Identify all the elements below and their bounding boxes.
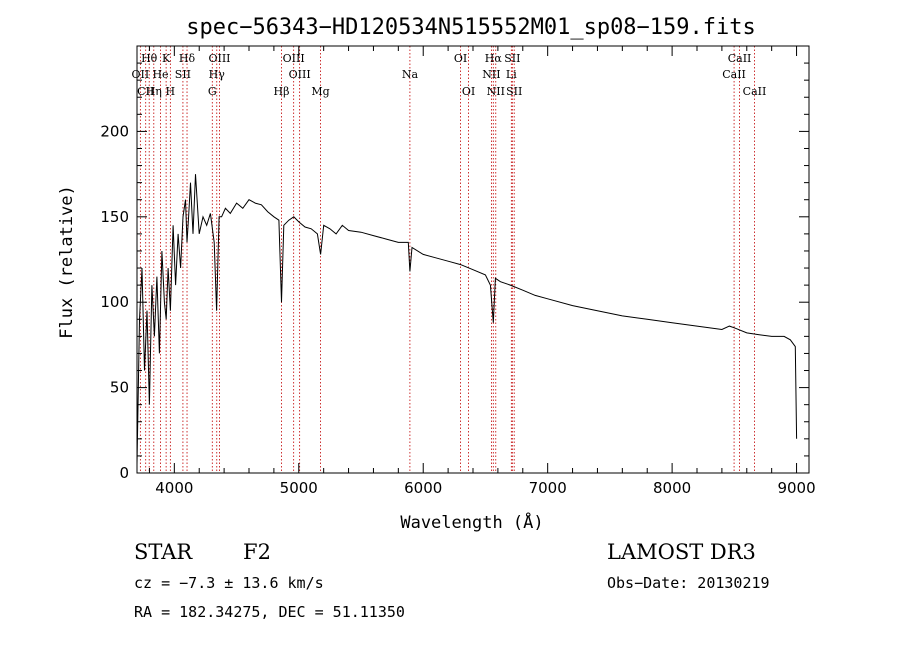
observation-date: Obs−Date: 20130219 (607, 574, 770, 592)
line-marker-label: Mg (311, 85, 329, 98)
x-tick-label: 7000 (529, 479, 567, 497)
line-marker-label: G (208, 85, 217, 98)
survey-name: LAMOST DR3 (607, 540, 756, 564)
line-marker-label: OIII (289, 68, 311, 81)
line-marker-label: Hβ (274, 85, 290, 98)
line-marker-label: OII (132, 68, 150, 81)
line-marker-label: Hη (146, 85, 162, 98)
x-axis-label: Wavelength (Å) (400, 511, 543, 533)
x-tick-label: 6000 (404, 479, 442, 497)
redshift-cz: cz = −7.3 ± 13.6 km/s (134, 574, 324, 592)
line-marker-label: CII (137, 85, 154, 98)
line-marker-label: K (162, 52, 171, 65)
y-tick-label: 200 (100, 122, 129, 140)
object-subclass: F2 (243, 540, 271, 564)
line-marker-label: CaII (728, 52, 752, 65)
line-marker-label: H (166, 85, 176, 98)
x-tick-label: 4000 (155, 479, 193, 497)
x-tick-label: 9000 (777, 479, 815, 497)
x-tick-label: 5000 (280, 479, 318, 497)
line-marker-label: OI (462, 85, 475, 98)
line-marker-group (139, 46, 755, 473)
x-axis-ticks: 4000 5000 6000 7000 8000 9000 (148, 46, 816, 497)
coordinates: RA = 182.34275, DEC = 51.11350 (134, 603, 405, 621)
line-marker-label: SII (175, 68, 191, 81)
line-marker-label: NII (487, 85, 505, 98)
line-marker-label: CaII (722, 68, 746, 81)
line-marker-label: Hγ (209, 68, 226, 81)
line-marker-label: Hθ (141, 52, 158, 65)
spectrum-line (136, 174, 798, 465)
object-class: STAR (134, 540, 193, 564)
line-marker-label: Hδ (179, 52, 196, 65)
line-marker-label: Li (506, 68, 517, 81)
line-marker-label: SII (506, 85, 522, 98)
plot-frame (136, 45, 810, 474)
line-marker-label: Na (402, 68, 419, 81)
line-marker-label: CaII (743, 85, 767, 98)
x-tick-label: 8000 (653, 479, 691, 497)
line-marker-label: NII (482, 68, 500, 81)
y-tick-label: 150 (100, 208, 129, 226)
y-tick-label: 50 (110, 379, 129, 397)
y-tick-label: 0 (119, 464, 129, 482)
line-marker-label: OIII (283, 52, 305, 65)
chart-title: spec−56343−HD120534N515552M01_sp08−159.f… (186, 15, 756, 40)
line-marker-label: OI (454, 52, 467, 65)
y-tick-label: 100 (100, 293, 129, 311)
line-marker-label: OIII (208, 52, 230, 65)
y-axis-ticks: 0 50 100 150 200 (100, 62, 809, 482)
line-marker-label: SII (504, 52, 520, 65)
line-marker-label: Hα (485, 52, 503, 65)
line-marker-label: He (152, 68, 168, 81)
y-axis-label: Flux (relative) (57, 185, 77, 339)
